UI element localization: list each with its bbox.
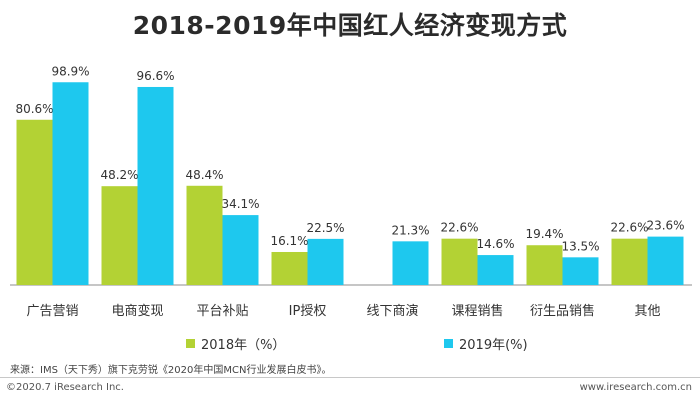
data-label-2018-3: 16.1% — [270, 234, 308, 248]
bar-2018-2 — [186, 185, 223, 285]
bar-2019-2 — [222, 215, 259, 285]
data-label-2018-1: 48.2% — [100, 168, 138, 182]
bar-chart: 80.6% 98.9% 广告营销 48.2% 96.6% 电商变现 48.4% 34.1% 平台… — [10, 64, 692, 319]
legend-item-2019: 2019年(%) — [444, 334, 528, 353]
data-label-2019-5: 14.6% — [476, 237, 514, 251]
bar-2018-0 — [16, 119, 53, 286]
data-label-2019-3: 22.5% — [306, 221, 344, 235]
data-label-2018-0: 80.6% — [15, 102, 53, 116]
x-tick-label-4: 线下商演 — [366, 303, 418, 319]
x-tick-label-2: 平台补贴 — [196, 304, 248, 319]
bars-group: 80.6% 98.9% 广告营销 48.2% 96.6% 电商变现 48.4% 34.1% 平台… — [15, 64, 684, 319]
bar-2019-6 — [562, 257, 599, 285]
x-tick-label-7: 其他 — [634, 304, 660, 319]
legend-swatch-2018 — [186, 339, 195, 348]
data-label-2019-7: 23.6% — [646, 219, 684, 233]
data-label-2019-6: 13.5% — [561, 239, 599, 253]
bar-2019-7 — [647, 236, 684, 285]
website-text: www.iresearch.com.cn — [579, 382, 692, 393]
chart-title: 2018-2019年中国红人经济变现方式 — [132, 11, 568, 40]
bar-2018-6 — [526, 245, 563, 285]
data-label-2019-2: 34.1% — [221, 197, 259, 211]
x-tick-label-1: 电商变现 — [111, 303, 163, 319]
bar-2019-3 — [307, 238, 344, 285]
legend-item-2018: 2018年（%） — [186, 334, 285, 353]
legend-swatch-2019 — [444, 339, 453, 348]
legend-label-2018: 2018年（%） — [201, 338, 286, 353]
bar-2019-0 — [52, 82, 89, 285]
copyright-text: ©2020.7 iResearch Inc. — [6, 382, 124, 393]
data-label-2019-4: 21.3% — [391, 223, 429, 237]
x-tick-label-0: 广告营销 — [26, 304, 78, 319]
x-tick-label-5: 课程销售 — [451, 303, 503, 319]
bar-2019-1 — [137, 86, 174, 285]
bar-2018-1 — [101, 186, 138, 285]
data-label-2018-7: 22.6% — [610, 221, 648, 235]
bar-2018-7 — [611, 238, 648, 285]
data-label-2018-2: 48.4% — [185, 168, 223, 182]
legend: 2018年（%） 2019年(%) — [0, 334, 700, 353]
x-tick-label-6: 衍生品销售 — [530, 303, 595, 319]
legend-label-2019: 2019年(%) — [459, 338, 528, 353]
source-note: 来源：IMS（天下秀）旗下克劳锐《2020年中国MCN行业发展白皮书》。 — [10, 365, 332, 376]
bar-2019-5 — [477, 255, 514, 285]
bar-2018-5 — [441, 238, 478, 285]
footer-divider — [0, 377, 700, 378]
x-tick-label-3: IP授权 — [289, 303, 327, 319]
data-label-2019-0: 98.9% — [51, 64, 89, 78]
bar-2018-3 — [271, 251, 308, 285]
data-label-2018-5: 22.6% — [440, 221, 478, 235]
data-label-2019-1: 96.6% — [136, 69, 174, 83]
data-label-2018-6: 19.4% — [525, 227, 563, 241]
bar-2019-4 — [392, 241, 429, 285]
